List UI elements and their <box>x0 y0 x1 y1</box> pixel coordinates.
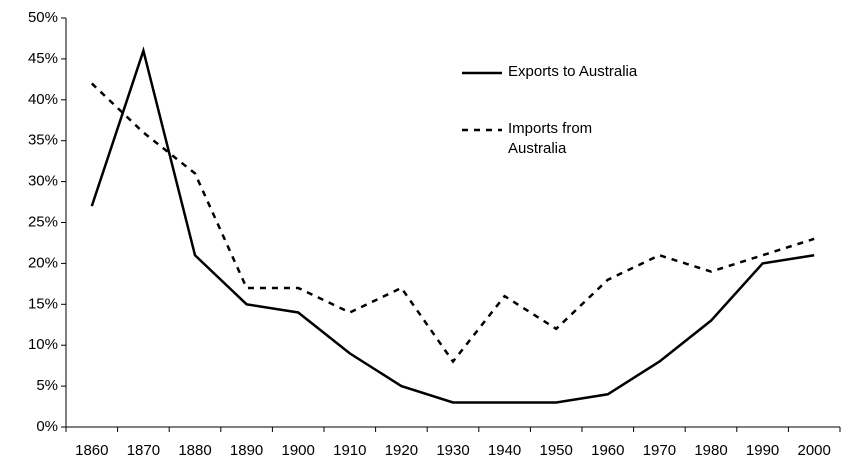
y-tick-label: 45% <box>28 50 58 67</box>
x-tick-label: 1900 <box>282 442 315 459</box>
x-tick-label: 1920 <box>385 442 418 459</box>
series-line <box>90 82 815 364</box>
y-tick-label: 40% <box>28 91 58 108</box>
legend-entry: Exports to Australia <box>508 63 638 80</box>
x-tick-label: 2000 <box>798 442 831 459</box>
y-tick-label: 25% <box>28 213 58 230</box>
legend-label: Imports from Australia <box>508 120 593 157</box>
series-line <box>90 46 815 404</box>
x-tick-label: 1890 <box>230 442 263 459</box>
x-tick-label: 1960 <box>591 442 624 459</box>
legend-entry: Imports from Australia <box>508 120 593 157</box>
x-tick-label: 1930 <box>436 442 469 459</box>
y-tick-label: 35% <box>28 132 58 149</box>
legend-label: Exports to Australia <box>508 63 638 80</box>
y-tick-label: 10% <box>28 336 58 353</box>
y-tick-label: 20% <box>28 254 58 271</box>
x-tick-label: 1970 <box>643 442 676 459</box>
y-tick-label: 50% <box>28 9 58 26</box>
x-tick-label: 1940 <box>488 442 521 459</box>
y-tick-label: 15% <box>28 295 58 312</box>
x-tick-label: 1910 <box>333 442 366 459</box>
x-tick-label: 1860 <box>75 442 108 459</box>
y-tick-label: 5% <box>36 377 58 394</box>
y-tick-label: 0% <box>36 418 58 435</box>
x-tick-label: 1880 <box>178 442 211 459</box>
x-tick-label: 1990 <box>746 442 779 459</box>
x-tick-label: 1950 <box>540 442 573 459</box>
x-tick-label: 1870 <box>127 442 160 459</box>
y-tick-label: 30% <box>28 173 58 190</box>
x-tick-label: 1980 <box>694 442 727 459</box>
